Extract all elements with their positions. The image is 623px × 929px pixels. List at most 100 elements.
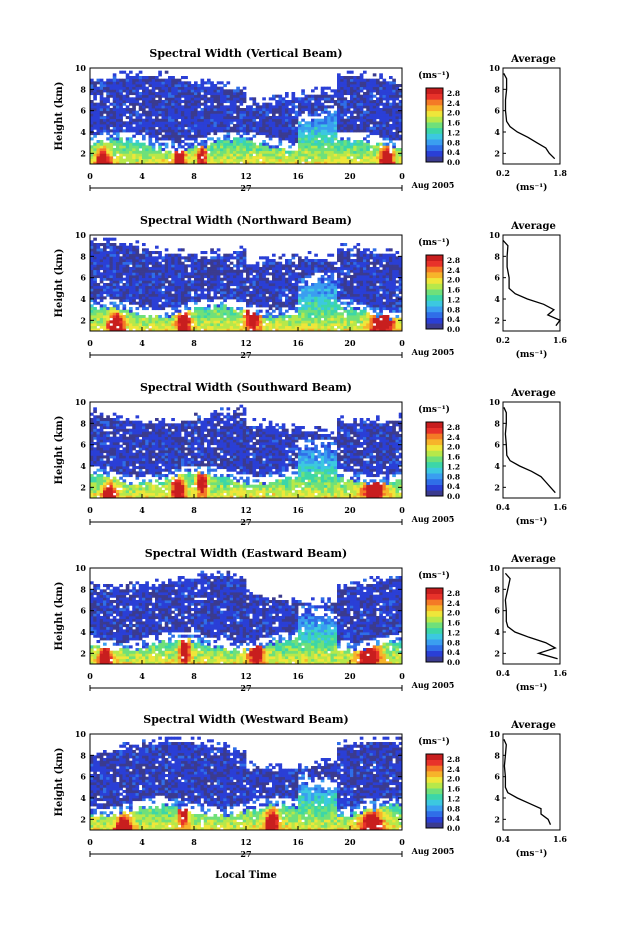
heatmap-cell (294, 323, 299, 327)
heatmap-cell (249, 323, 253, 327)
heatmap-cell (392, 148, 396, 152)
heatmap-cell (90, 325, 94, 329)
heatmap-cell (129, 148, 133, 152)
heatmap-cell (90, 108, 94, 112)
heatmap-cell (203, 328, 208, 332)
heatmap-cell (340, 102, 344, 106)
heatmap-cell (187, 285, 192, 289)
heatmap-cell (255, 116, 260, 120)
heatmap-cell (220, 148, 224, 152)
heatmap-cell (265, 259, 270, 263)
heatmap-cell (220, 256, 224, 260)
heatmap-cell (301, 124, 305, 128)
heatmap-cell (379, 320, 383, 324)
heatmap-cell (187, 296, 192, 300)
heatmap-cell (229, 161, 234, 165)
heatmap-cell (327, 97, 331, 101)
heatmap-cell (265, 161, 270, 165)
heatmap-cell (181, 256, 185, 260)
heatmap-cell (171, 323, 175, 327)
heatmap-cell (281, 317, 286, 321)
heatmap-cell (350, 291, 354, 295)
average-x-label: (ms⁻¹) (516, 182, 548, 193)
heatmap-cell (99, 275, 104, 279)
heatmap-cell (155, 285, 159, 289)
heatmap-cell (96, 150, 101, 154)
heatmap-cell (366, 293, 370, 297)
heatmap-cell (171, 261, 175, 265)
heatmap-cell (177, 256, 182, 260)
heatmap-cell (158, 86, 162, 90)
heatmap-cell (197, 102, 201, 106)
heatmap-cell (385, 148, 390, 152)
heatmap-cell (265, 269, 270, 273)
heatmap-cell (262, 150, 266, 154)
heatmap-cell (242, 148, 247, 152)
heatmap-cell (142, 145, 146, 149)
heatmap-cell (265, 312, 270, 316)
heatmap-cell (330, 301, 335, 305)
heatmap-cell (311, 153, 315, 157)
heatmap-cell (239, 134, 244, 138)
heatmap-cell (363, 264, 367, 268)
average-y-tick-label: 2 (494, 148, 500, 158)
heatmap-cell (369, 283, 374, 287)
heatmap-cells (90, 237, 403, 332)
heatmap-cell (112, 277, 117, 281)
heatmap-cell (112, 296, 117, 300)
heatmap-cell (171, 89, 175, 93)
heatmap-cell (187, 325, 192, 329)
x-tick-label: 20 (344, 171, 356, 181)
heatmap-cell (184, 304, 188, 308)
colorbar-swatch (426, 127, 443, 134)
heatmap-cell (353, 153, 357, 157)
heatmap-cell (337, 325, 341, 329)
heatmap-cell (333, 121, 338, 125)
heatmap-cell (135, 323, 140, 327)
heatmap-cell (158, 251, 162, 255)
heatmap-cell (356, 126, 361, 130)
heatmap-cell (148, 108, 153, 112)
heatmap-cell (236, 256, 240, 260)
heatmap-cell (142, 323, 146, 327)
heatmap-cell (239, 92, 244, 96)
heatmap-cell (307, 124, 312, 128)
heatmap-cell (223, 304, 227, 308)
heatmap-cell (395, 148, 400, 152)
heatmap-cell (155, 288, 159, 292)
heatmap-cell (229, 269, 234, 273)
heatmap-cell (216, 283, 221, 287)
heatmap-cell (340, 293, 344, 297)
heatmap-cell (363, 269, 367, 273)
heatmap-cell (164, 70, 169, 74)
heatmap-cell (314, 325, 318, 329)
heatmap-cell (171, 296, 175, 300)
heatmap-cell (129, 92, 133, 96)
heatmap-cell (366, 84, 370, 88)
colorbar-swatch (426, 122, 443, 129)
heatmap-cell (171, 97, 175, 101)
heatmap-cell (278, 156, 283, 160)
heatmap-cell (268, 280, 273, 284)
heatmap-cell (376, 158, 380, 162)
heatmap-cell (112, 259, 117, 263)
heatmap-cell (125, 325, 130, 329)
heatmap-cell (164, 142, 169, 146)
heatmap-cell (392, 92, 396, 96)
heatmap-cell (359, 161, 364, 165)
heatmap-cell (184, 317, 188, 321)
heatmap-cell (203, 251, 208, 255)
heatmap-cell (174, 100, 179, 104)
heatmap-cell (307, 251, 312, 255)
heatmap-cell (109, 153, 114, 157)
heatmap-cell (177, 275, 182, 279)
heatmap-cell (340, 264, 344, 268)
heatmap-cell (119, 248, 123, 252)
heatmap-cell (129, 142, 133, 146)
heatmap-cell (99, 148, 104, 152)
heatmap-cell (346, 248, 351, 252)
heatmap-cell (132, 283, 136, 287)
heatmap-cell (194, 113, 198, 117)
heatmap-cell (148, 145, 153, 149)
heatmap-cell (353, 97, 357, 101)
